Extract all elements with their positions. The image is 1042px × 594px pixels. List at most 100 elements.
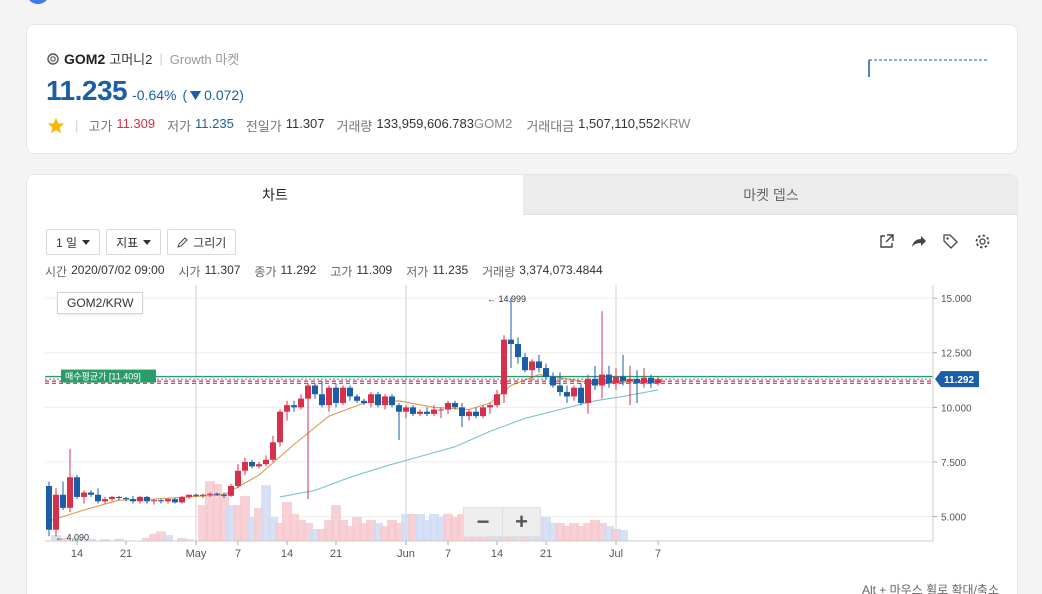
candle-body — [585, 378, 591, 403]
stat-label: 고가 — [88, 119, 113, 134]
volume-bar — [303, 523, 313, 541]
chart-tabs: 차트 마켓 뎁스 — [27, 175, 1017, 215]
candle-body — [200, 494, 206, 496]
volume-bar — [58, 538, 68, 541]
volume-bar — [156, 531, 166, 541]
candle-body — [487, 405, 493, 408]
zoom-out-button[interactable]: − — [476, 509, 490, 534]
volume-bar — [436, 517, 446, 541]
stat-value: 11.307 — [285, 116, 325, 131]
chart-plot-area[interactable]: ← 14.999 ← 4.090 매수평균가 [11.409] 15.000 12.50… — [27, 279, 1018, 594]
min-price-label: ← 4.090 — [55, 532, 89, 542]
volume-label: 거래량 — [482, 265, 516, 279]
candle-body — [627, 378, 633, 382]
volume-bar — [457, 514, 467, 541]
candlestick-chart[interactable]: ← 14.999 ← 4.090 매수평균가 [11.409] 15.000 12.50… — [27, 279, 1018, 594]
volume-bar — [261, 485, 271, 541]
tab-chart[interactable]: 차트 — [27, 175, 523, 215]
candle-body — [235, 470, 241, 487]
volume-bar — [233, 505, 243, 541]
volume-bar — [86, 538, 96, 541]
candle-body — [431, 409, 437, 414]
indicator-select[interactable]: 지표 — [106, 229, 162, 255]
candle-body — [214, 493, 220, 495]
change-percent: -0.64% — [132, 87, 177, 103]
candle-body — [361, 400, 367, 403]
volume-bar — [618, 530, 628, 541]
period-select[interactable]: 1 일 — [46, 229, 101, 255]
candle-body — [641, 377, 647, 384]
candle-body — [326, 387, 332, 406]
candle-body — [445, 402, 451, 410]
stat-value: 11.235 — [195, 116, 234, 131]
star-icon[interactable] — [47, 117, 65, 135]
candle-body — [480, 407, 486, 417]
ohlc-readout: 시간 2020/07/02 09:00 시가 11.307 종가 11.292 고가 1… — [45, 263, 617, 280]
paren-open: ( — [182, 87, 188, 103]
candle-body — [340, 387, 346, 403]
candle-body — [620, 376, 626, 382]
candle-body — [284, 405, 290, 412]
candle-body — [599, 374, 605, 386]
separator: | — [75, 118, 79, 133]
high-label: 고가 — [330, 265, 353, 279]
volume-bar — [345, 526, 355, 541]
down-triangle-icon — [190, 91, 202, 100]
volume-bar — [240, 496, 250, 541]
volume-bar — [359, 523, 369, 541]
candle-body — [144, 496, 150, 502]
draw-button[interactable]: 그리기 — [167, 229, 237, 255]
candle-body — [354, 396, 360, 401]
tab-market-depth[interactable]: 마켓 뎁스 — [523, 175, 1017, 215]
y-tick-label: 10.000 — [941, 403, 972, 414]
volume-bar — [177, 538, 187, 541]
market-label: Growth 마켓 — [169, 52, 240, 67]
candle-body — [543, 368, 549, 377]
candle-body — [228, 486, 234, 496]
zoom-control: − + — [463, 507, 541, 537]
candle-body — [536, 361, 542, 369]
coin-logo-icon — [47, 52, 59, 65]
zoom-in-button[interactable]: + — [502, 508, 540, 536]
volume-bar — [184, 539, 194, 541]
volume-bar — [51, 535, 61, 541]
volume-bar — [387, 520, 397, 541]
max-price-label: ← 14.999 — [487, 294, 526, 304]
gear-icon[interactable] — [974, 233, 991, 250]
candle-body — [81, 492, 87, 497]
tag-icon[interactable] — [942, 233, 959, 250]
volume-bar — [219, 493, 229, 541]
close-label: 종가 — [254, 265, 277, 279]
y-tick-label: 15.000 — [941, 294, 972, 305]
change-absolute: (0.072) — [182, 87, 243, 103]
candle-body — [74, 477, 80, 497]
pair-label: GOM2/KRW — [57, 292, 144, 314]
external-link-icon[interactable] — [878, 233, 895, 250]
stat-value: 1,507,110,552 — [578, 116, 661, 131]
avg-price-tag — [61, 369, 156, 383]
x-tick-label: Jun — [397, 548, 415, 560]
candle-body — [193, 494, 199, 496]
volume-bar — [198, 505, 208, 541]
candle-body — [578, 387, 584, 403]
volume-bar — [254, 508, 264, 541]
volume-bar — [555, 523, 565, 541]
volume-bar — [163, 535, 173, 541]
share-icon[interactable] — [910, 233, 927, 250]
volume-bar — [548, 523, 558, 541]
volume-bar — [569, 523, 579, 541]
x-tick-label: 7 — [445, 548, 451, 560]
candle-body — [158, 500, 164, 502]
indicator-label: 지표 — [116, 235, 139, 250]
separator: | — [159, 51, 163, 66]
volume-bar — [576, 526, 586, 541]
chart-panel: 차트 마켓 뎁스 1 일 지표 그리기 시간 2020/07/02 09:00 시… — [26, 174, 1018, 594]
volume-bar — [380, 526, 390, 541]
x-tick-label: May — [186, 548, 207, 560]
y-tick-label: 7.500 — [941, 458, 966, 469]
volume-bar — [401, 514, 411, 541]
candle-body — [564, 392, 570, 397]
x-tick-label: 14 — [71, 548, 83, 560]
price-row: 11.235 -0.64% (0.072) — [46, 75, 244, 107]
stat-label: 거래량 — [336, 119, 373, 134]
